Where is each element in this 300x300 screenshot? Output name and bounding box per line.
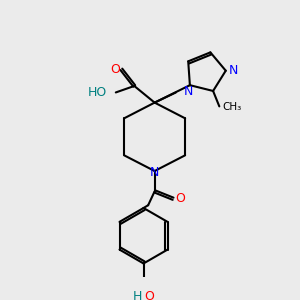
Text: N: N	[229, 64, 238, 77]
Text: H: H	[132, 290, 142, 300]
Text: N: N	[183, 85, 193, 98]
Text: O: O	[144, 290, 154, 300]
Text: O: O	[110, 63, 120, 76]
Text: CH₃: CH₃	[222, 102, 241, 112]
Text: HO: HO	[87, 86, 106, 99]
Text: N: N	[150, 167, 159, 179]
Text: O: O	[176, 192, 185, 205]
